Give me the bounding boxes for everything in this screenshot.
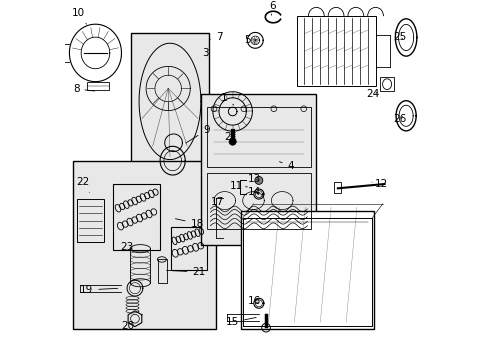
Text: 15: 15 — [225, 317, 256, 327]
Circle shape — [228, 138, 236, 145]
Text: 3: 3 — [202, 48, 209, 58]
Text: 12: 12 — [371, 179, 387, 189]
Bar — [77, 199, 104, 242]
Bar — [87, 82, 108, 90]
Bar — [201, 94, 316, 245]
Bar — [131, 33, 208, 168]
Bar — [379, 77, 393, 91]
Text: 4: 4 — [279, 161, 294, 171]
Text: 8: 8 — [73, 84, 94, 94]
Text: 18: 18 — [175, 219, 203, 229]
Circle shape — [254, 176, 262, 184]
Bar — [206, 172, 310, 229]
Text: 24: 24 — [366, 89, 379, 99]
Text: 2: 2 — [224, 132, 234, 144]
Text: 25: 25 — [392, 32, 406, 42]
Text: 13: 13 — [247, 174, 260, 184]
Text: 5: 5 — [244, 35, 255, 45]
Text: 6: 6 — [269, 1, 276, 15]
Bar — [170, 227, 206, 270]
Bar — [157, 260, 166, 283]
Text: 16: 16 — [247, 296, 260, 306]
Bar — [333, 182, 341, 193]
Text: 9: 9 — [185, 125, 209, 143]
Text: 22: 22 — [76, 177, 89, 193]
Text: 11: 11 — [229, 181, 247, 191]
Text: 14: 14 — [247, 187, 260, 197]
Bar — [73, 161, 216, 329]
Bar — [241, 211, 373, 329]
Text: 26: 26 — [392, 114, 406, 124]
Text: 1: 1 — [221, 93, 233, 105]
Text: 7: 7 — [209, 32, 222, 42]
Bar — [113, 184, 160, 251]
Text: 19: 19 — [80, 285, 118, 295]
Text: 10: 10 — [71, 8, 86, 24]
Text: 23: 23 — [121, 242, 134, 252]
Bar — [296, 16, 375, 86]
Text: 21: 21 — [166, 267, 205, 277]
Text: 17: 17 — [210, 197, 223, 207]
Bar — [206, 107, 310, 167]
Text: 20: 20 — [122, 321, 135, 331]
